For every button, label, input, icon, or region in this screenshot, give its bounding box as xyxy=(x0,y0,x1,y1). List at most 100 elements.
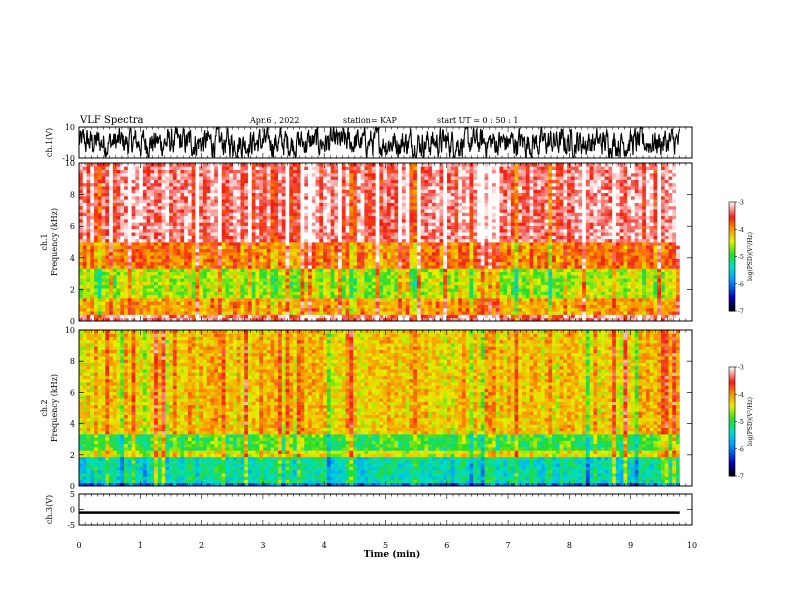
ch1-spectrogram-cell xyxy=(578,291,583,296)
ch1-spectrogram-cell xyxy=(116,304,121,309)
ch1-spectrogram-cell xyxy=(330,225,335,230)
ch1-spectrogram-cell xyxy=(191,284,196,289)
ch1-spectrogram-cell xyxy=(567,301,572,305)
ch1-spectrogram-cell xyxy=(537,291,542,296)
ch1-spectrogram-cell xyxy=(259,261,264,266)
ch1-spectrogram-cell xyxy=(281,278,286,282)
ch1-spectrogram-cell xyxy=(570,314,576,319)
ch1-spectrogram-cell xyxy=(476,301,482,305)
ch1-spectrogram-cell xyxy=(503,235,508,240)
ch1-spectrogram-cell xyxy=(116,218,121,223)
ch1-spectrogram-cell xyxy=(300,265,305,269)
ch1-spectrogram-cell xyxy=(604,242,609,246)
ch1-spectrogram-cell xyxy=(116,284,121,289)
ch1-spectrogram-cell xyxy=(492,288,497,292)
ch1-spectrogram-cell xyxy=(214,294,219,299)
ch1-spectrogram-cell xyxy=(206,251,211,256)
ch1-spectrogram-cell xyxy=(529,242,534,246)
ch1-spectrogram-cell xyxy=(567,291,572,296)
ch1-spectrogram-cell xyxy=(323,274,328,279)
ch1-spectrogram-cell xyxy=(240,288,245,292)
ch1-spectrogram-cell xyxy=(469,291,474,296)
ch1-spectrogram-cell xyxy=(180,278,185,282)
ch1-spectrogram-cell xyxy=(304,297,309,302)
ch1-spectrogram-cell xyxy=(79,255,84,259)
ch1-spectrogram-cell xyxy=(582,311,587,315)
ch1-spectrogram-cell xyxy=(563,294,568,299)
ch1-spectrogram-cell xyxy=(582,255,587,259)
ch1-spectrogram-cell xyxy=(142,294,147,299)
ch1-spectrogram-cell xyxy=(495,271,500,276)
ch1-spectrogram-cell xyxy=(522,291,527,296)
ch1-spectrogram-cell xyxy=(503,248,508,253)
ch1-spectrogram-cell xyxy=(308,304,313,309)
ch1-spectrogram-cell xyxy=(94,265,99,269)
ch1-spectrogram-cell xyxy=(608,288,613,292)
ch1-spectrogram-cell xyxy=(675,251,681,256)
ch1-spectrogram-cell xyxy=(270,248,275,253)
ch1-spectrogram-cell xyxy=(383,317,388,322)
ch1-spectrogram-cell xyxy=(172,271,178,276)
ch1-spectrogram-cell xyxy=(473,301,478,305)
ch1-spectrogram-cell xyxy=(630,271,636,276)
ch1-spectrogram-cell xyxy=(225,278,230,282)
ch1-spectrogram-cell xyxy=(574,281,579,286)
ch1-spectrogram-cell xyxy=(525,251,530,256)
ch1-spectrogram-cell xyxy=(458,314,463,319)
ch1-spectrogram-cell xyxy=(416,307,422,312)
ch1-spectrogram-cell xyxy=(86,235,91,240)
ch1-spectrogram-cell xyxy=(94,317,99,322)
ch1-spectrogram-cell xyxy=(450,258,455,263)
ch1-spectrogram-cell xyxy=(544,225,549,230)
ch1-spectrogram-cell xyxy=(664,232,669,236)
ch1-spectrogram-cell xyxy=(184,251,189,256)
ch1-spectrogram-cell xyxy=(315,248,320,253)
ch1-spectrogram-cell xyxy=(461,235,467,240)
ch1-spectrogram-cell xyxy=(311,225,316,230)
ch1-spectrogram-cell xyxy=(507,271,512,276)
ch1-spectrogram-cell xyxy=(244,297,249,302)
ch1-spectrogram-cell xyxy=(311,281,316,286)
ch1-spectrogram-cell xyxy=(413,284,418,289)
ch1-spectrogram-cell xyxy=(608,248,613,253)
ch1-spectrogram-cell xyxy=(266,281,271,286)
ch1-spectrogram-cell xyxy=(394,265,399,269)
ch1-spectrogram-cell xyxy=(135,294,140,299)
ch1-spectrogram-cell xyxy=(525,235,530,240)
ch1-spectrogram-cell xyxy=(664,238,669,243)
ch1-spectrogram-cell xyxy=(150,297,155,302)
ch1-spectrogram-cell xyxy=(544,235,549,240)
ch1-spectrogram-cell xyxy=(142,297,147,302)
ch1-spectrogram-cell xyxy=(255,291,260,296)
ch1-spectrogram-cell xyxy=(488,228,493,233)
ch1-spectrogram-cell xyxy=(454,225,459,230)
ch1-spectrogram-cell xyxy=(184,278,189,282)
ch1-spectrogram-cell xyxy=(533,311,538,315)
ch1-spectrogram-cell xyxy=(304,317,309,322)
ch1-spectrogram-cell xyxy=(585,238,591,243)
ch1-spectrogram-cell xyxy=(94,245,99,249)
ch1-spectrogram-cell xyxy=(266,294,271,299)
ch1-spectrogram-cell xyxy=(360,271,365,276)
ch1-spectrogram-cell xyxy=(323,245,328,249)
ch1-spectrogram-cell xyxy=(428,218,433,223)
ch1-spectrogram-cell xyxy=(480,222,485,226)
ch1-spectrogram-cell xyxy=(289,317,294,322)
ch1-spectrogram-cell xyxy=(345,311,350,315)
ch1-spectrogram-cell xyxy=(409,242,414,246)
ch1-spectrogram-cell xyxy=(199,228,204,233)
ch1-spectrogram-cell xyxy=(217,222,223,226)
ch1-spectrogram-cell xyxy=(552,248,557,253)
ch1-spectrogram-cell xyxy=(97,232,102,236)
ch1-spectrogram-cell xyxy=(582,232,587,236)
ch1-spectrogram-cell xyxy=(439,291,444,296)
ch1-spectrogram-cell xyxy=(349,281,354,286)
ch1-spectrogram-cell xyxy=(255,297,260,302)
ch1-spectrogram-cell xyxy=(206,274,211,279)
ch1-spectrogram-cell xyxy=(529,268,534,273)
ch1-spectrogram-cell xyxy=(154,317,159,322)
ch1-spectrogram-cell xyxy=(341,251,346,256)
ch1-spectrogram-cell xyxy=(484,274,489,279)
ch1-spectrogram-cell xyxy=(225,284,230,289)
ch1-spectrogram-cell xyxy=(473,307,478,312)
